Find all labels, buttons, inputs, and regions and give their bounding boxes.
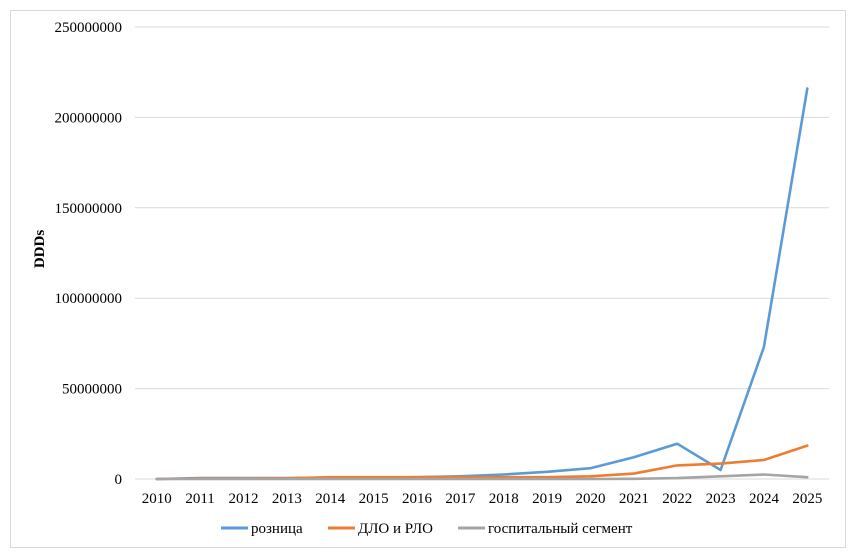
legend-item: розница (221, 521, 303, 537)
x-tick-label: 2024 (749, 491, 780, 507)
y-axis-title: DDDs (32, 230, 48, 268)
x-tick-label: 2023 (706, 491, 736, 507)
x-tick-label: 2019 (532, 491, 562, 507)
series-line (155, 87, 809, 481)
x-tick-label: 2011 (185, 491, 214, 507)
series-lines (155, 87, 809, 481)
x-tick-label: 2022 (662, 491, 692, 507)
x-tick-label: 2016 (402, 491, 433, 507)
y-tick-label: 0 (115, 472, 123, 488)
y-tick-label: 150000000 (55, 201, 123, 217)
y-tick-label: 200000000 (55, 110, 123, 126)
y-tick-label: 50000000 (62, 382, 122, 398)
y-tick-label: 250000000 (55, 20, 123, 36)
x-axis-ticks: 2010 2011 2012 2013 2014 2015 2016 2017 2018 2019… (142, 491, 823, 507)
x-tick-label: 2017 (445, 491, 476, 507)
x-tick-label: 2012 (228, 491, 258, 507)
y-axis-ticks: 0 50000000 100000000 150000000 200000000 2500… (55, 20, 123, 488)
y-tick-label: 100000000 (55, 291, 123, 307)
x-tick-label: 2020 (575, 491, 605, 507)
legend-item: ДЛО и РЛО (328, 521, 433, 537)
legend-label: ДЛО и РЛО (358, 521, 433, 537)
x-tick-label: 2021 (619, 491, 649, 507)
x-tick-label: 2025 (792, 491, 822, 507)
legend: розница ДЛО и РЛО госпитальный сегмент (221, 521, 633, 537)
x-tick-label: 2014 (315, 491, 346, 507)
legend-item: госпитальный сегмент (458, 521, 633, 537)
x-tick-label: 2013 (272, 491, 302, 507)
chart-frame (10, 10, 846, 548)
legend-label: розница (251, 521, 303, 537)
legend-label: госпитальный сегмент (488, 521, 633, 537)
x-tick-label: 2018 (489, 491, 519, 507)
grid-lines (135, 26, 829, 480)
series-line (155, 473, 809, 481)
x-tick-label: 2015 (359, 491, 389, 507)
x-tick-label: 2010 (142, 491, 172, 507)
